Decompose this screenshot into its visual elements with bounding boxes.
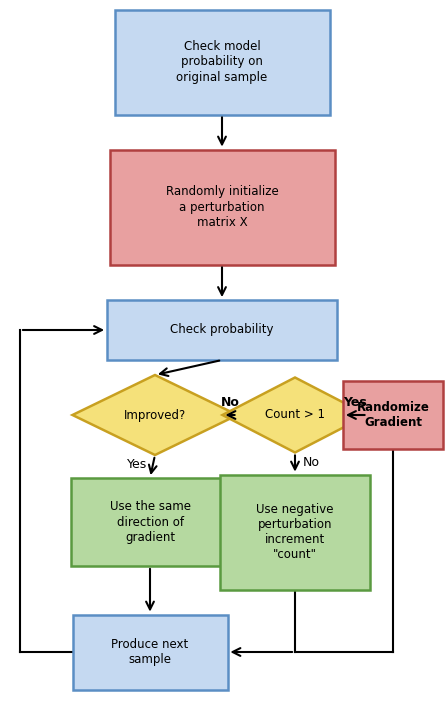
Text: Use the same
direction of
gradient: Use the same direction of gradient: [109, 501, 190, 544]
FancyBboxPatch shape: [107, 300, 337, 360]
Text: Use negative
perturbation
increment
"count": Use negative perturbation increment "cou…: [256, 503, 334, 561]
Text: Produce next
sample: Produce next sample: [112, 638, 189, 666]
FancyBboxPatch shape: [220, 474, 370, 590]
Text: Randomize
Gradient: Randomize Gradient: [357, 401, 430, 429]
FancyBboxPatch shape: [71, 478, 229, 566]
Text: Check probability: Check probability: [170, 324, 274, 336]
Text: Randomly initialize
a perturbation
matrix X: Randomly initialize a perturbation matri…: [166, 185, 278, 229]
FancyBboxPatch shape: [73, 615, 228, 690]
Polygon shape: [223, 377, 367, 452]
Text: Count > 1: Count > 1: [265, 409, 325, 421]
Text: Yes: Yes: [127, 459, 147, 472]
Text: No: No: [220, 396, 239, 409]
Text: No: No: [302, 456, 319, 469]
Text: Yes: Yes: [343, 396, 367, 409]
Text: Check model
probability on
original sample: Check model probability on original samp…: [177, 40, 267, 84]
FancyBboxPatch shape: [115, 9, 329, 115]
FancyBboxPatch shape: [109, 149, 335, 265]
FancyBboxPatch shape: [343, 381, 443, 449]
Text: Improved?: Improved?: [124, 409, 186, 421]
Polygon shape: [73, 375, 237, 455]
